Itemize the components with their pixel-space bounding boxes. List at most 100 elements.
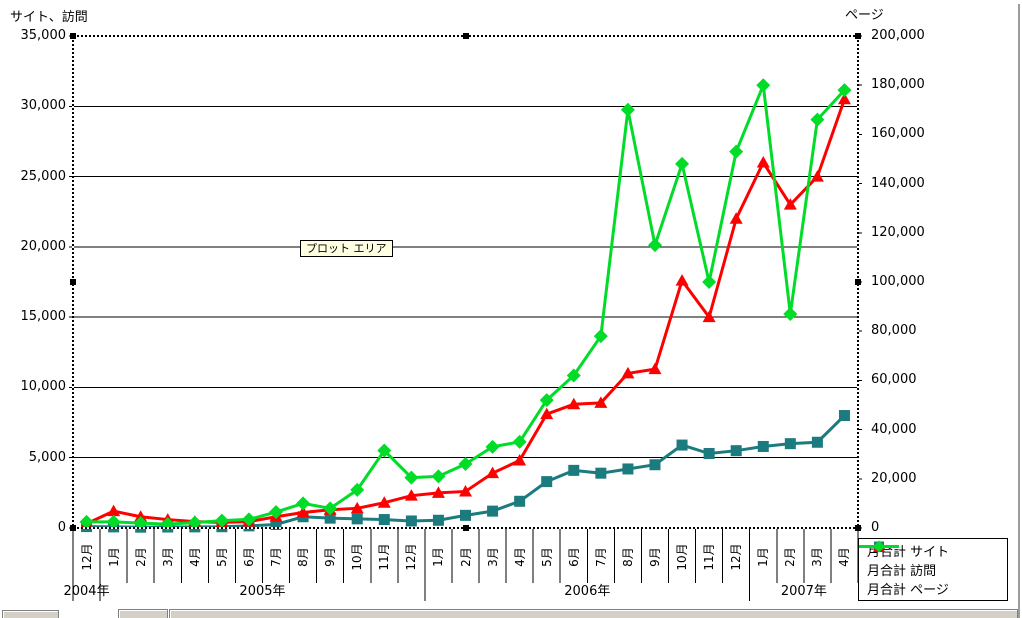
x-axis-year-label[interactable]: 2004年 [63,584,110,599]
right-axis-tick-label[interactable]: 40,000 [871,421,917,437]
left-axis-tick-label[interactable]: 20,000 [20,238,67,254]
data-point-square[interactable] [487,505,499,517]
data-point-square[interactable] [811,436,823,448]
selection-handle[interactable] [462,33,469,39]
data-point-square[interactable] [703,447,715,459]
x-axis-month-label[interactable]: 5月 [539,547,554,567]
right-axis-tick-label[interactable]: 20,000 [871,470,917,486]
data-point-diamond[interactable] [566,368,581,383]
data-point-diamond[interactable] [756,78,771,93]
data-point-triangle[interactable] [404,489,418,501]
data-point-square[interactable] [432,514,444,526]
right-axis-tick-label[interactable]: 140,000 [871,175,925,191]
data-point-diamond[interactable] [647,238,662,253]
left-axis-tick-label[interactable]: 30,000 [20,98,67,114]
x-axis-month-label[interactable]: 1月 [756,547,771,567]
data-point-square[interactable] [649,459,661,471]
selection-handle[interactable] [70,525,76,531]
x-axis-month-label[interactable]: 10月 [350,543,365,571]
x-axis-month-label[interactable]: 9月 [323,547,338,567]
x-axis-month-label[interactable]: 4月 [187,547,202,567]
x-axis-month-label[interactable]: 12月 [404,543,419,571]
data-point-diamond[interactable] [539,393,554,408]
data-point-diamond[interactable] [620,102,635,117]
bottom-ui-fragment-mid[interactable] [118,609,168,618]
x-axis-month-label[interactable]: 9月 [647,547,662,567]
data-point-square[interactable] [460,509,471,521]
data-point-triangle[interactable] [702,310,716,323]
plot-area[interactable] [73,36,858,528]
data-point-triangle[interactable] [540,407,554,420]
bottom-ui-fragment-left[interactable] [2,610,59,618]
data-point-diamond[interactable] [404,470,419,485]
data-point-triangle[interactable] [675,274,689,286]
left-axis-tick-label[interactable]: 25,000 [20,168,67,184]
selection-handle[interactable] [855,279,861,285]
selection-handle[interactable] [462,525,469,531]
x-axis-month-label[interactable]: 2月 [458,547,473,567]
data-point-square[interactable] [838,410,850,422]
selection-handle[interactable] [855,525,861,531]
data-point-diamond[interactable] [593,329,608,344]
selection-handle[interactable] [70,33,76,39]
right-axis-tick-label[interactable]: 0 [871,520,880,535]
left-axis-tick-label[interactable]: 15,000 [20,309,67,325]
data-point-triangle[interactable] [648,362,662,375]
data-point-diamond[interactable] [296,496,311,511]
data-point-square[interactable] [730,445,742,457]
x-axis-year-label[interactable]: 2005年 [239,584,286,599]
x-axis-month-label[interactable]: 12月 [729,543,744,571]
data-point-triangle[interactable] [837,92,851,105]
x-axis-month-label[interactable]: 2月 [133,547,148,567]
left-axis-tick-label[interactable]: 5,000 [28,449,66,465]
data-point-diamond[interactable] [269,505,284,520]
data-point-triangle[interactable] [486,466,500,479]
data-point-triangle[interactable] [729,212,743,224]
data-point-diamond[interactable] [79,514,94,529]
data-point-diamond[interactable] [512,434,527,449]
x-axis-month-label[interactable]: 5月 [214,547,229,567]
data-point-square[interactable] [541,476,553,488]
data-point-triangle[interactable] [107,504,121,517]
data-point-triangle[interactable] [783,198,797,210]
x-axis-month-label[interactable]: 8月 [296,547,311,567]
data-point-triangle[interactable] [621,366,635,379]
x-axis-month-label[interactable]: 11月 [377,543,392,571]
x-axis-month-label[interactable]: 1月 [106,547,121,567]
x-axis-month-label[interactable]: 7月 [269,547,284,567]
x-axis-month-label[interactable]: 2月 [783,547,798,567]
data-point-triangle[interactable] [350,501,364,514]
x-axis-month-label[interactable]: 12月 [79,543,94,571]
data-point-triangle[interactable] [296,506,310,518]
data-point-square[interactable] [378,514,390,526]
data-point-diamond[interactable] [323,501,338,516]
data-point-diamond[interactable] [431,469,446,484]
data-point-square[interactable] [514,495,526,507]
data-point-diamond[interactable] [675,156,690,171]
x-axis-year-label[interactable]: 2007年 [780,584,827,599]
x-axis-month-label[interactable]: 8月 [620,547,635,567]
data-point-diamond[interactable] [485,439,500,454]
data-point-triangle[interactable] [594,396,608,408]
data-point-triangle[interactable] [459,484,472,497]
data-point-square[interactable] [757,440,769,452]
x-axis-month-label[interactable]: 3月 [810,547,825,567]
bottom-ui-fragment-right[interactable] [169,609,1018,618]
right-axis-tick-label[interactable]: 100,000 [871,274,925,289]
x-axis-month-label[interactable]: 4月 [512,547,527,567]
data-point-diamond[interactable] [187,515,202,530]
data-point-triangle[interactable] [756,156,770,168]
data-point-diamond[interactable] [729,144,744,159]
data-point-square[interactable] [351,513,363,525]
right-axis-title[interactable]: ページ [845,8,884,23]
x-axis-month-label[interactable]: 7月 [593,547,608,567]
right-axis-tick-label[interactable]: 180,000 [871,77,925,93]
data-point-square[interactable] [595,467,607,479]
data-point-triangle[interactable] [431,486,445,498]
x-axis-month-label[interactable]: 3月 [160,547,175,567]
legend[interactable]: 月合計 サイト 月合計 訪問 月合計 ページ [858,538,1008,601]
legend-item[interactable]: 月合計 訪問 [859,541,1007,579]
x-axis-month-label[interactable]: 10月 [675,543,690,571]
right-axis-tick-label[interactable]: 120,000 [871,224,925,240]
